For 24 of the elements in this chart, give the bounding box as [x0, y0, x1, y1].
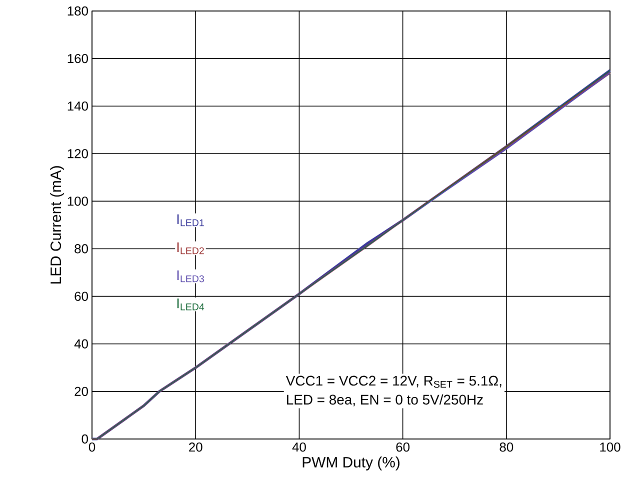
y-tick-label: 60: [74, 292, 88, 301]
annotation: VCC1 = VCC2 = 12V, R$_{SET}$ = 5.1Ω,: [286, 376, 502, 388]
annotation: LED = 8ea, EN = 0 to 5V/250Hz: [287, 394, 483, 406]
text: I$_{LED3}$: [177, 270, 204, 282]
y-tick-label: 160: [68, 54, 88, 64]
y-tick-label: 0: [82, 434, 88, 444]
text: I$_{LED2}$: [177, 242, 204, 254]
y-tick-label: 20: [74, 386, 88, 396]
x-tick-label: 60: [396, 442, 410, 452]
x-axis-title: PWM Duty (%): [302, 456, 400, 470]
y-tick-label: 140: [68, 102, 88, 111]
y-tick-label: 180: [68, 6, 88, 16]
x-tick-label: 40: [292, 442, 306, 452]
x-tick-label: 0: [88, 442, 96, 452]
x-tick-label: 20: [189, 442, 202, 452]
x-tick-label: 80: [500, 442, 514, 452]
text: I$_{LED1}$: [177, 214, 204, 226]
x-tick-label: 100: [600, 442, 620, 452]
y-tick-label: 80: [74, 244, 88, 254]
y-tick-label: 120: [68, 149, 88, 158]
y-tick-label: 100: [68, 196, 88, 206]
y-axis-title: LED Current (mA): [50, 166, 64, 284]
text: I$_{LED4}$: [177, 298, 204, 310]
y-tick-label: 40: [74, 339, 88, 348]
